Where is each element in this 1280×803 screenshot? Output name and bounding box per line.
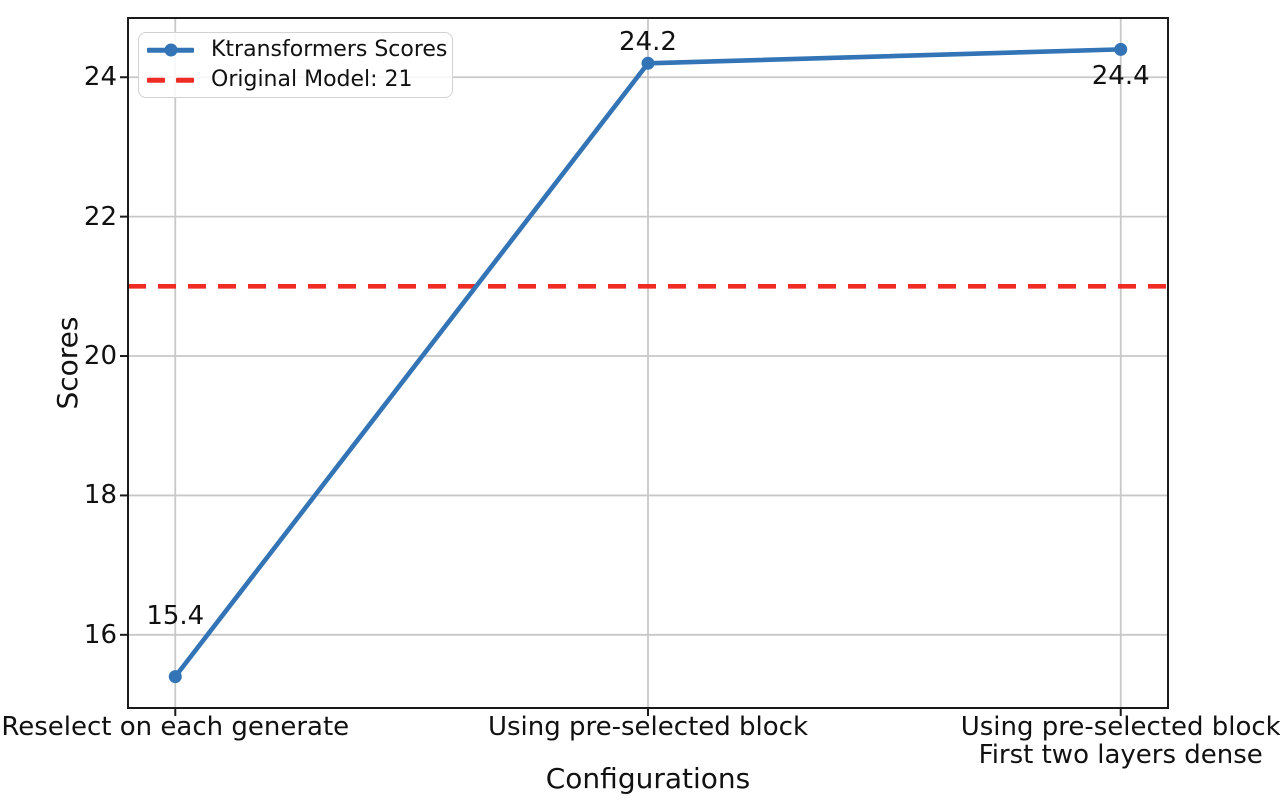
y-tick-label: 20 xyxy=(83,341,117,372)
x-tick-label-line: Using pre-selected block xyxy=(487,712,809,742)
y-tick-label: 18 xyxy=(83,480,117,511)
legend-reference-label: Original Model: 21 xyxy=(211,67,413,92)
legend-series-label: Ktransformers Scores xyxy=(211,37,448,62)
y-tick-label: 24 xyxy=(83,62,117,93)
x-tick-label-line: Reselect on each generate xyxy=(1,712,350,742)
point-value-label: 15.4 xyxy=(146,600,205,631)
series-line-sample-icon xyxy=(147,43,194,57)
legend-item-reference: Original Model: 21 xyxy=(147,65,452,95)
x-tick-label: Using pre-selected block xyxy=(438,713,858,741)
data-point-marker xyxy=(168,670,182,684)
legend: Ktransformers Scores Original Model: 21 xyxy=(138,32,453,98)
point-value-label: 24.4 xyxy=(1091,61,1150,92)
data-point-marker xyxy=(641,56,655,70)
reference-dash-sample-icon xyxy=(147,73,194,87)
y-tick-label: 16 xyxy=(83,619,117,650)
data-point-marker xyxy=(1114,42,1128,56)
point-value-label: 24.2 xyxy=(619,27,677,58)
x-tick-label: Reselect on each generate xyxy=(0,713,385,741)
legend-item-series: Ktransformers Scores xyxy=(147,35,452,65)
x-axis-label: Configurations xyxy=(545,762,751,795)
y-tick-label: 22 xyxy=(83,201,117,232)
x-tick-label: Using pre-selected block First two layers… xyxy=(911,713,1280,769)
x-tick-label-line: First two layers dense xyxy=(978,740,1263,770)
y-axis-label: Scores xyxy=(51,316,84,410)
x-tick-label-line: Using pre-selected block xyxy=(960,712,1280,742)
